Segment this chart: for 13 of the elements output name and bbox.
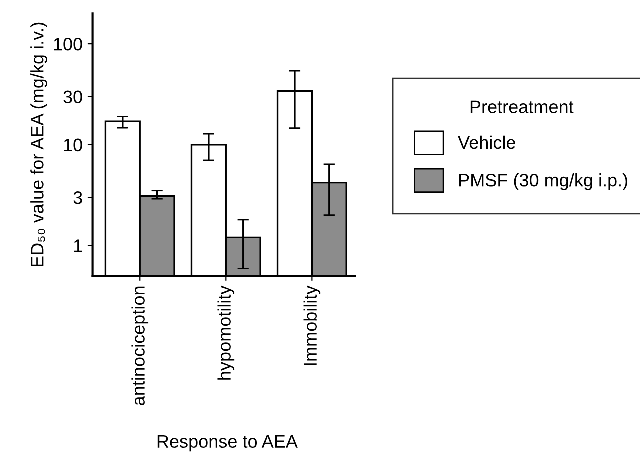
legend-label: PMSF (30 mg/kg i.p.): [460, 174, 628, 190]
y-tick-label: 30: [64, 90, 82, 104]
legend-title: Pretreatment: [470, 100, 574, 114]
y-tick-label: 3: [74, 192, 82, 204]
x-tick-label: Immobility: [304, 286, 321, 366]
y-tick-label: 1: [74, 240, 82, 252]
y-axis-title: ED₅₀ value for AEA (mg/kg i.v.): [30, 22, 48, 267]
x-tick-label: hypomotility: [218, 286, 235, 380]
legend-label: Vehicle: [458, 136, 516, 150]
y-tick-label: 100: [54, 38, 82, 51]
y-tick-label: 10: [64, 138, 82, 152]
x-axis-title: Response to AEA: [158, 435, 298, 452]
x-tick-label: antinociception: [132, 286, 149, 406]
